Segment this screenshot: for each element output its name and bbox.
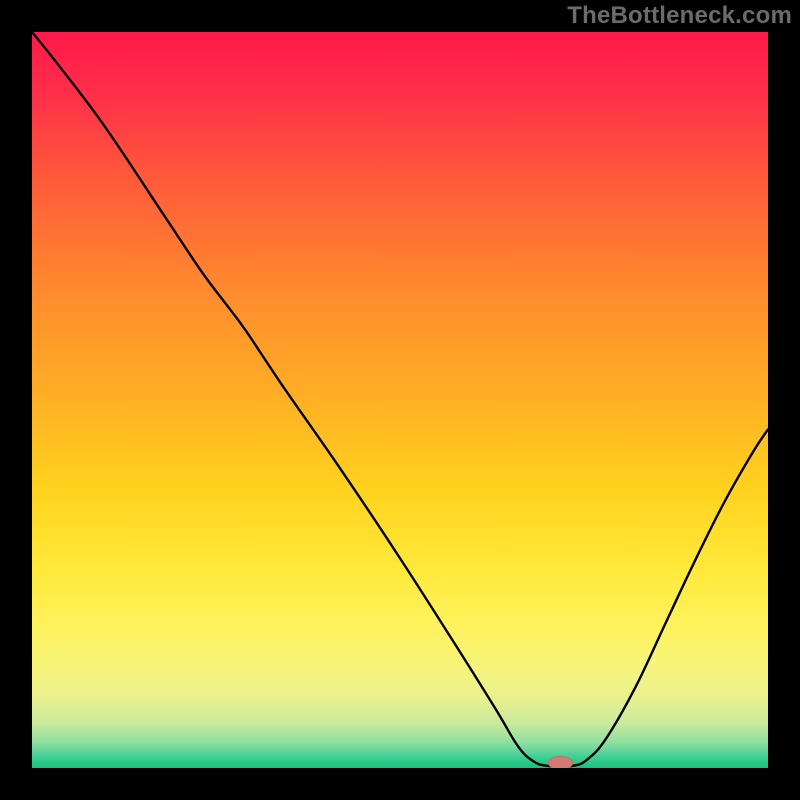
optimal-marker [548, 756, 573, 769]
chart-frame: TheBottleneck.com [0, 0, 800, 800]
watermark-text: TheBottleneck.com [567, 2, 792, 30]
plot-gradient-background [32, 32, 768, 768]
bottleneck-curve-chart [0, 0, 800, 800]
